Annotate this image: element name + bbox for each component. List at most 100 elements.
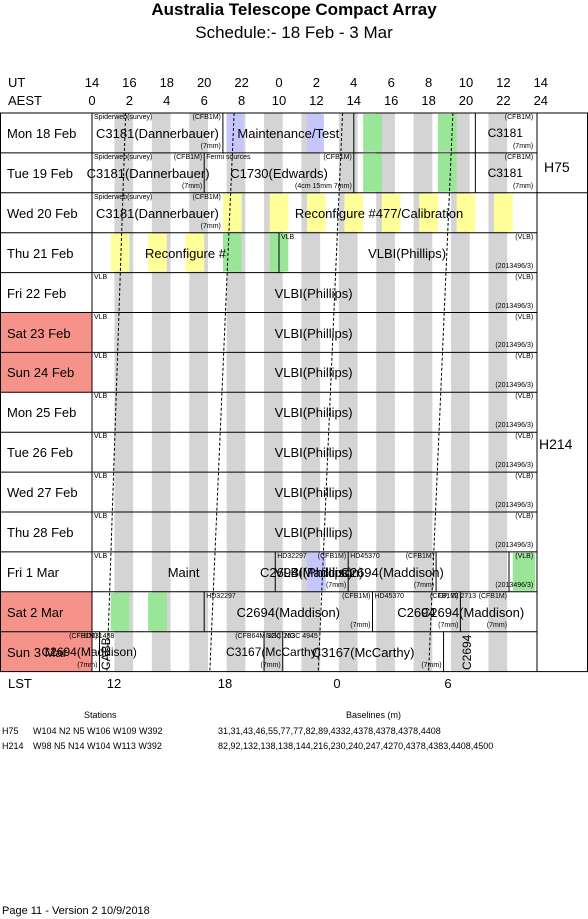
stations-label: Stations bbox=[84, 710, 117, 720]
baselines-label: Baselines (m) bbox=[346, 710, 402, 720]
block-band: (7mm) bbox=[438, 621, 459, 629]
day-label: Fri 1 Mar bbox=[7, 564, 59, 580]
overlay-yellow bbox=[185, 233, 205, 272]
overlay-green bbox=[437, 153, 457, 192]
block-code: (VLB) bbox=[515, 513, 534, 520]
block-source: NGC 4945 bbox=[284, 632, 318, 640]
lst-label: LST bbox=[8, 676, 32, 691]
block-source: HD45370 bbox=[350, 552, 380, 560]
weekend-highlight bbox=[0, 631, 92, 672]
block-code: (CFB1M) bbox=[317, 552, 347, 560]
ut-tick: 12 bbox=[496, 75, 511, 90]
block-title: VLBI(Phillips) bbox=[274, 485, 353, 501]
block-source: Spiderweb(survey) bbox=[94, 193, 153, 201]
block-code: (CFB1M) bbox=[478, 592, 507, 600]
block-title: C3181(Dannerbauer) bbox=[96, 205, 219, 221]
block-source: Spiderweb(survey) bbox=[94, 114, 153, 121]
block-title: C2694(Maddison) bbox=[420, 604, 525, 620]
overlay-yellow bbox=[419, 193, 438, 232]
block-source: VLB bbox=[94, 552, 108, 560]
config-h75: H75 bbox=[544, 159, 570, 175]
block-band: (7mm) bbox=[421, 661, 442, 669]
day-label: Mon 18 Feb bbox=[7, 126, 77, 141]
block-title: Reconfigure #477/Calibration bbox=[294, 205, 464, 221]
ut-tick: 14 bbox=[533, 75, 549, 90]
block-code: (CFB1M) bbox=[173, 153, 203, 161]
aest-tick: 24 bbox=[533, 93, 549, 108]
day-label: Thu 28 Feb bbox=[7, 525, 74, 540]
day-label: Sun 24 Feb bbox=[7, 365, 75, 381]
aest-tick: 14 bbox=[346, 93, 362, 108]
overlay-yellow bbox=[110, 233, 130, 272]
block-title: C3181 bbox=[487, 126, 523, 140]
block-code: (VLB) bbox=[515, 353, 534, 361]
ut-tick: 0 bbox=[275, 75, 283, 90]
page-footer: Page 11 - Version 2 10/9/2018 bbox=[2, 905, 150, 917]
ut-tick: 22 bbox=[234, 75, 249, 90]
overlay-yellow bbox=[269, 193, 289, 232]
block-title: C2694(Maddison) bbox=[260, 564, 364, 580]
day-label: Tue 26 Feb bbox=[7, 445, 74, 461]
overlay-blue bbox=[307, 552, 326, 591]
block-title: VLBI(Phillips) bbox=[274, 564, 353, 580]
weekend-highlight bbox=[0, 591, 92, 632]
overlay-yellow bbox=[307, 193, 326, 232]
block-band: (7mm) bbox=[413, 581, 435, 589]
block-source: VLB bbox=[94, 353, 108, 361]
config-h214: H214 bbox=[539, 436, 573, 452]
page-subtitle: Schedule:- 18 Feb - 3 Mar bbox=[195, 23, 393, 42]
block-code: (VLB) bbox=[515, 393, 534, 401]
h214-stations: W98 N5 N14 W104 W113 W392 bbox=[33, 741, 162, 751]
lst-tick: 12 bbox=[106, 676, 122, 691]
lst-tick: 0 bbox=[333, 676, 341, 691]
lst-tick: 6 bbox=[444, 676, 452, 691]
block-title: C3181 bbox=[487, 165, 523, 180]
block-source: VLB bbox=[94, 433, 108, 441]
block-title: Reconfigure # bbox=[145, 245, 226, 261]
weekend-highlight bbox=[0, 352, 92, 393]
block-source: VLB bbox=[94, 313, 108, 321]
aest-tick: 18 bbox=[421, 93, 436, 108]
block-source: Spiderweb(survey) bbox=[94, 153, 153, 161]
h75-cfg: H75 bbox=[2, 726, 19, 736]
block-title: VLBI(Phillips) bbox=[368, 245, 447, 261]
block-title: C2694(Maddison) bbox=[236, 604, 341, 620]
block-band: (2013496/3) bbox=[495, 382, 534, 390]
block-band: (7mm) bbox=[200, 142, 221, 150]
block-code: (VLB) bbox=[515, 552, 534, 560]
block-band: (2013496/3) bbox=[495, 262, 534, 270]
aest-tick: 6 bbox=[200, 93, 208, 108]
overlay-green bbox=[437, 114, 457, 152]
block-source: VLB bbox=[281, 233, 295, 241]
overlay-blue bbox=[307, 114, 324, 152]
overlay-yellow bbox=[222, 193, 242, 232]
block-band: (7mm) bbox=[512, 142, 534, 150]
block-source: VLB bbox=[94, 473, 108, 481]
overlay-green bbox=[363, 153, 382, 192]
overlay-yellow bbox=[494, 193, 513, 232]
page-title: Australia Telescope Compact Array bbox=[151, 0, 437, 19]
ut-tick: 4 bbox=[350, 75, 358, 90]
block-band: (7mm) bbox=[260, 661, 281, 669]
block-source: VLB bbox=[94, 513, 108, 520]
overlay-green bbox=[148, 592, 167, 631]
block-title: C3181(Dannerbauer) bbox=[96, 126, 219, 141]
block-band: (4cm 15mm 7mm) bbox=[295, 182, 352, 190]
block-source: HD32297 bbox=[277, 552, 307, 560]
block-code: (CFB1M) bbox=[192, 114, 221, 121]
ut-label: UT bbox=[8, 75, 26, 90]
ut-tick: 10 bbox=[458, 75, 474, 90]
block-source: VLB bbox=[94, 393, 108, 401]
h214-cfg: H214 bbox=[2, 741, 24, 751]
block-band: (2013496/3) bbox=[495, 502, 534, 509]
aest-label: AEST bbox=[8, 93, 42, 108]
block-code: (VLB) bbox=[515, 433, 534, 441]
aest-tick: 10 bbox=[271, 93, 287, 108]
day-label: Mon 25 Feb bbox=[7, 405, 77, 421]
lst-line bbox=[209, 112, 235, 672]
block-title: VLBI(Phillips) bbox=[274, 405, 353, 421]
day-label: Sat 2 Mar bbox=[7, 604, 64, 620]
block-title: Maint bbox=[167, 564, 200, 580]
block-code: (CFB1M) bbox=[405, 552, 435, 560]
